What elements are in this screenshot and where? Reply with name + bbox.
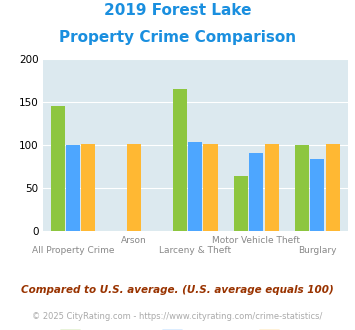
- Text: Motor Vehicle Theft: Motor Vehicle Theft: [212, 236, 300, 245]
- Text: 2019 Forest Lake: 2019 Forest Lake: [104, 3, 251, 18]
- Text: Property Crime Comparison: Property Crime Comparison: [59, 30, 296, 45]
- Bar: [66, 145, 80, 231]
- Bar: [81, 144, 95, 231]
- Bar: [234, 176, 248, 231]
- Bar: [51, 106, 65, 231]
- Bar: [326, 144, 340, 231]
- Text: Arson: Arson: [121, 236, 147, 245]
- Text: © 2025 CityRating.com - https://www.cityrating.com/crime-statistics/: © 2025 CityRating.com - https://www.city…: [32, 312, 323, 321]
- Bar: [173, 88, 187, 231]
- Bar: [127, 144, 141, 231]
- Bar: [203, 144, 218, 231]
- Text: Larceny & Theft: Larceny & Theft: [159, 246, 231, 255]
- Legend: Forest Lake, Minnesota, National: Forest Lake, Minnesota, National: [55, 326, 335, 330]
- Bar: [249, 153, 263, 231]
- Text: Compared to U.S. average. (U.S. average equals 100): Compared to U.S. average. (U.S. average …: [21, 285, 334, 295]
- Text: All Property Crime: All Property Crime: [32, 246, 114, 255]
- Bar: [264, 144, 279, 231]
- Text: Burglary: Burglary: [298, 246, 337, 255]
- Bar: [188, 142, 202, 231]
- Bar: [310, 159, 324, 231]
- Bar: [295, 145, 309, 231]
